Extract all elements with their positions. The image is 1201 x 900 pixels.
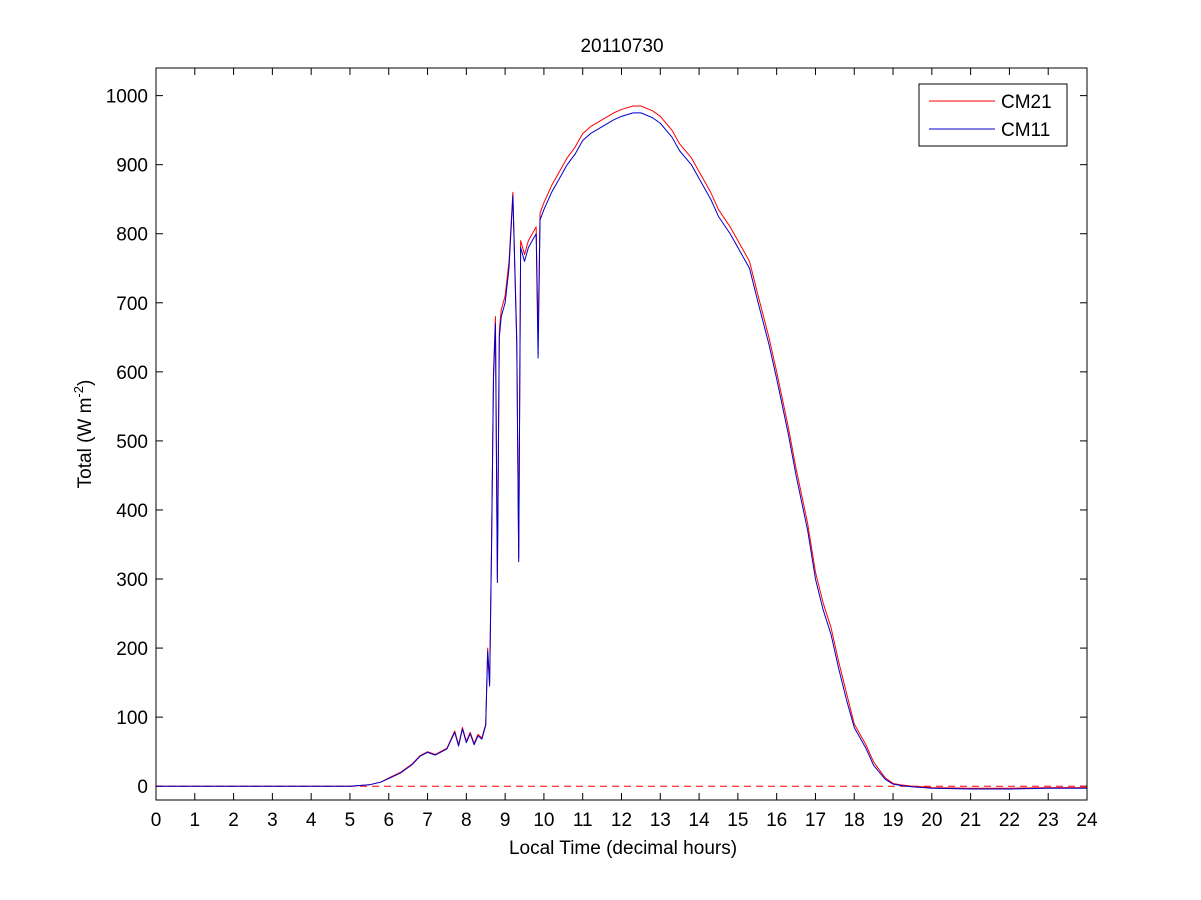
y-tick-label: 600	[116, 363, 148, 384]
legend-box	[918, 83, 1068, 147]
y-tick-label: 100	[116, 708, 148, 729]
plot-area-frame	[155, 67, 1088, 801]
x-tick-label: 24	[1076, 810, 1098, 831]
y-tick-label: 200	[116, 639, 148, 660]
y-tick-label: 700	[116, 294, 148, 315]
x-tick-label: 7	[422, 810, 433, 831]
y-axis-label: Total (W m-2)	[71, 380, 96, 489]
x-tick-label: 5	[345, 810, 356, 831]
x-tick-label: 23	[1038, 810, 1059, 831]
x-axis-ticks: 0 1 2 3 4 5 6 7 8 9 10 11 12 13 14 15 16 17 18 19 20 21 22 23 24	[151, 68, 1098, 831]
x-tick-label: 16	[766, 810, 787, 831]
x-tick-label: 0	[151, 810, 162, 831]
x-tick-label: 6	[383, 810, 394, 831]
x-tick-label: 19	[882, 810, 903, 831]
x-tick-label: 8	[461, 810, 472, 831]
y-axis-label-superscript: -2	[71, 386, 86, 398]
y-tick-label: 0	[137, 777, 148, 798]
x-tick-label: 1	[190, 810, 201, 831]
x-tick-label: 4	[306, 810, 317, 831]
x-tick-label: 15	[727, 810, 748, 831]
x-tick-label: 12	[611, 810, 632, 831]
x-tick-label: 3	[267, 810, 278, 831]
series-line-cm11	[156, 112, 1087, 790]
y-axis-label-main: Total (W m	[75, 398, 96, 489]
x-tick-label: 13	[650, 810, 671, 831]
x-tick-label: 10	[533, 810, 554, 831]
x-tick-label: 11	[573, 810, 593, 831]
y-tick-label: 900	[116, 156, 148, 177]
y-tick-label: 300	[116, 570, 148, 591]
x-tick-label: 17	[805, 810, 826, 831]
chart-title: 20110730	[580, 36, 663, 57]
x-tick-label: 18	[844, 810, 865, 831]
y-tick-label: 400	[116, 501, 148, 522]
y-tick-label: 800	[116, 225, 148, 246]
series-line-cm21	[156, 105, 1087, 789]
y-tick-label: 1000	[106, 87, 148, 108]
x-tick-label: 20	[921, 810, 942, 831]
legend-label-cm11: CM11	[1001, 120, 1050, 141]
legend-label-cm21: CM21	[1001, 92, 1052, 113]
y-axis-ticks: 0 100 200 300 400 500 600 700 800 900 1000	[106, 87, 1087, 798]
x-tick-label: 9	[500, 810, 511, 831]
y-tick-label: 500	[116, 432, 148, 453]
legend: CM21 CM11	[918, 83, 1068, 147]
x-tick-label: 21	[960, 810, 981, 831]
x-tick-label: 22	[999, 810, 1020, 831]
y-axis-label-close: )	[75, 380, 96, 386]
x-tick-label: 2	[228, 810, 239, 831]
x-tick-label: 14	[689, 810, 711, 831]
series-layer	[156, 105, 1087, 790]
x-axis-label: Local Time (decimal hours)	[509, 838, 737, 859]
